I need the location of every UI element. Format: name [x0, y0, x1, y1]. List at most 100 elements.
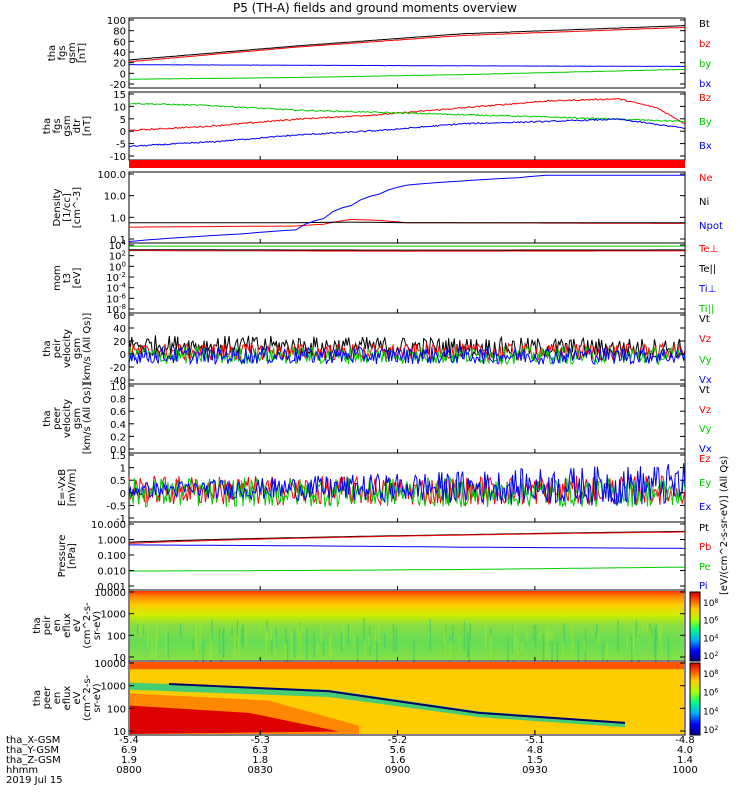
legend-electron_velocity-Vt: Vt	[699, 385, 710, 396]
ion-spectrogram-cell	[484, 629, 487, 644]
ion-spectrogram-cell	[596, 624, 598, 634]
electron_spectrogram-ylabel-line: (cm^2-s-	[82, 674, 93, 721]
ion-spectrogram-cell	[532, 625, 535, 640]
electron_velocity-ylabel-line: tha	[42, 410, 53, 426]
density-ylabel-line: [1/cc]	[62, 193, 73, 222]
pressure-ytick-label: 0.010	[97, 567, 126, 578]
ion_spectrogram-ylabel-line: en	[52, 619, 63, 632]
ion_velocity-ylabel-line: [km/s (All Qs)]	[82, 313, 93, 385]
electron_velocity-ytick-label: 0.2	[110, 432, 126, 443]
fgs_gse-ytick-label: 20	[113, 59, 126, 70]
ion-spectrogram-cell	[202, 638, 205, 670]
ephem-label-hhmm: hhmm	[6, 765, 39, 776]
ion-spectrogram-cell	[638, 638, 640, 671]
ion-spectrogram-cell	[516, 638, 519, 656]
ion-spectrogram-cell	[363, 618, 365, 640]
ion_spectrogram-ylabel-line: tha	[32, 617, 43, 633]
ion_velocity-ylabel-line: tha	[42, 340, 53, 356]
legend-ion_velocity-Vy: Vy	[699, 354, 712, 366]
ion-spectrogram-cell	[655, 637, 657, 669]
electron-spectrogram-cool-band	[130, 682, 625, 728]
ion-spectrogram-cell	[443, 625, 446, 658]
electron_spectrogram-ylabel-line: eflux	[62, 686, 73, 711]
legend-electron_velocity-Vx: Vx	[699, 444, 712, 455]
electron-spectrogram-hot-region	[130, 705, 339, 734]
ephem-value: -4.8	[675, 735, 695, 746]
temperature-ylabel-line: t3	[62, 273, 73, 283]
efield-ytick-label: -0.5	[106, 501, 126, 512]
ion-spectrogram-cell	[376, 641, 378, 672]
fgs_gse-frame	[128, 17, 686, 89]
electron_spectrogram-ytick-label: 10	[113, 727, 126, 738]
legend-temperature-Te⊥: Te⊥	[699, 244, 719, 255]
ion-spectrogram-cell	[584, 629, 587, 661]
ion-spectrogram-cell	[658, 620, 661, 641]
ion-spectrogram-cell	[534, 624, 537, 650]
pressure-ylabel-line: Pressure	[57, 535, 68, 578]
fgs_detrend-ylabel-line: fgs	[52, 118, 63, 133]
electron_spectrogram-ylabel-line: tha	[32, 690, 43, 706]
legend-fgs_gse-Bt: Bt	[699, 19, 710, 30]
ephem-value: 6.3	[252, 745, 269, 756]
ion-spectrogram-cell	[151, 634, 153, 665]
ion-spectrogram-cell	[632, 618, 635, 647]
ephem-value: 0930	[522, 765, 548, 776]
efield-series-Ex	[128, 463, 686, 506]
fgs_gse-ytick-label: 40	[113, 48, 126, 59]
ion-spectrogram-cell	[547, 621, 550, 642]
ephem-value: -5.3	[250, 735, 270, 746]
density-ytick-label: 0.1	[110, 235, 126, 246]
ion-spectrogram-cell	[179, 623, 182, 639]
ion-spectrogram-cell	[650, 629, 653, 638]
ion_velocity-ytick-label: 20	[113, 337, 126, 348]
ion-spectrogram-cell	[141, 626, 143, 635]
ion-spectrogram-cell	[429, 618, 431, 651]
pressure-series-Pb	[128, 531, 686, 544]
ion-spectrogram-cell	[645, 618, 648, 633]
density-ylabel-line: [cm^-3]	[72, 187, 83, 228]
ephem-value: 4.0	[677, 745, 693, 756]
fgs_detrend-ylabel-line: dtr	[72, 118, 83, 133]
temperature-ytick-label: 10-8	[106, 303, 126, 316]
fgs_gse-ytick-label: 100	[107, 16, 126, 27]
ephem-value: 1000	[672, 765, 698, 776]
temperature-ytick-label: 10-2	[106, 271, 126, 284]
pressure-series-Pi	[129, 544, 686, 549]
efield-ytick-label: 0	[120, 489, 126, 500]
legend-ion_velocity-Vz: Vz	[699, 334, 712, 346]
fgs_gse-ytick-label: 60	[113, 37, 126, 48]
bx-rms-bar	[129, 160, 685, 168]
legend-ion_velocity-Vt: Vt	[699, 314, 710, 325]
ion-spectrogram-cell	[626, 634, 628, 649]
ion-spectrogram-cell	[137, 623, 139, 635]
legend-efield-Ex: Ex	[699, 502, 712, 513]
ion-spectrogram-cell	[192, 639, 194, 650]
legend-temperature-Ti⊥: Ti⊥	[699, 284, 717, 295]
ion-spectrogram-cell	[211, 619, 213, 642]
electron_spectrogram-ytick-label: 100	[107, 704, 126, 715]
legend-fgs_gse-bx: bx	[699, 79, 712, 90]
ion-spectrogram-cell	[322, 641, 325, 655]
ion_spectrogram-ylabel-line: sr-eV)	[92, 611, 103, 640]
fgs_gse-series-bz	[128, 26, 686, 63]
fgs_detrend-series-By	[128, 102, 686, 123]
ion-spectrogram-cell	[490, 627, 492, 639]
ion-spectrogram-cell	[511, 627, 513, 636]
ion-spectrogram-cell	[265, 634, 267, 653]
ion-spectrogram-cell	[156, 622, 158, 646]
colorbar-0	[689, 591, 701, 662]
ion-spectrogram-cell	[165, 632, 167, 652]
ion-spectrogram-cell	[242, 624, 244, 648]
legend-electron_velocity-Vz: Vz	[699, 404, 712, 416]
ephem-value: -5.2	[387, 735, 408, 746]
ion-spectrogram-cell	[142, 625, 144, 635]
ion-spectrogram-cell	[467, 631, 469, 658]
ephem-label-tha_Y-GSM: tha_Y-GSM	[6, 745, 60, 756]
ion-spectrogram-cell	[329, 637, 331, 658]
ion-spectrogram-cell	[667, 637, 670, 668]
ion-spectrogram-cell	[299, 640, 302, 659]
ion-spectrogram-cell	[195, 640, 198, 671]
ion-spectrogram-cell	[563, 623, 565, 645]
ion-spectrogram-cell	[577, 638, 580, 669]
ion-spectrogram-cell	[539, 631, 541, 641]
